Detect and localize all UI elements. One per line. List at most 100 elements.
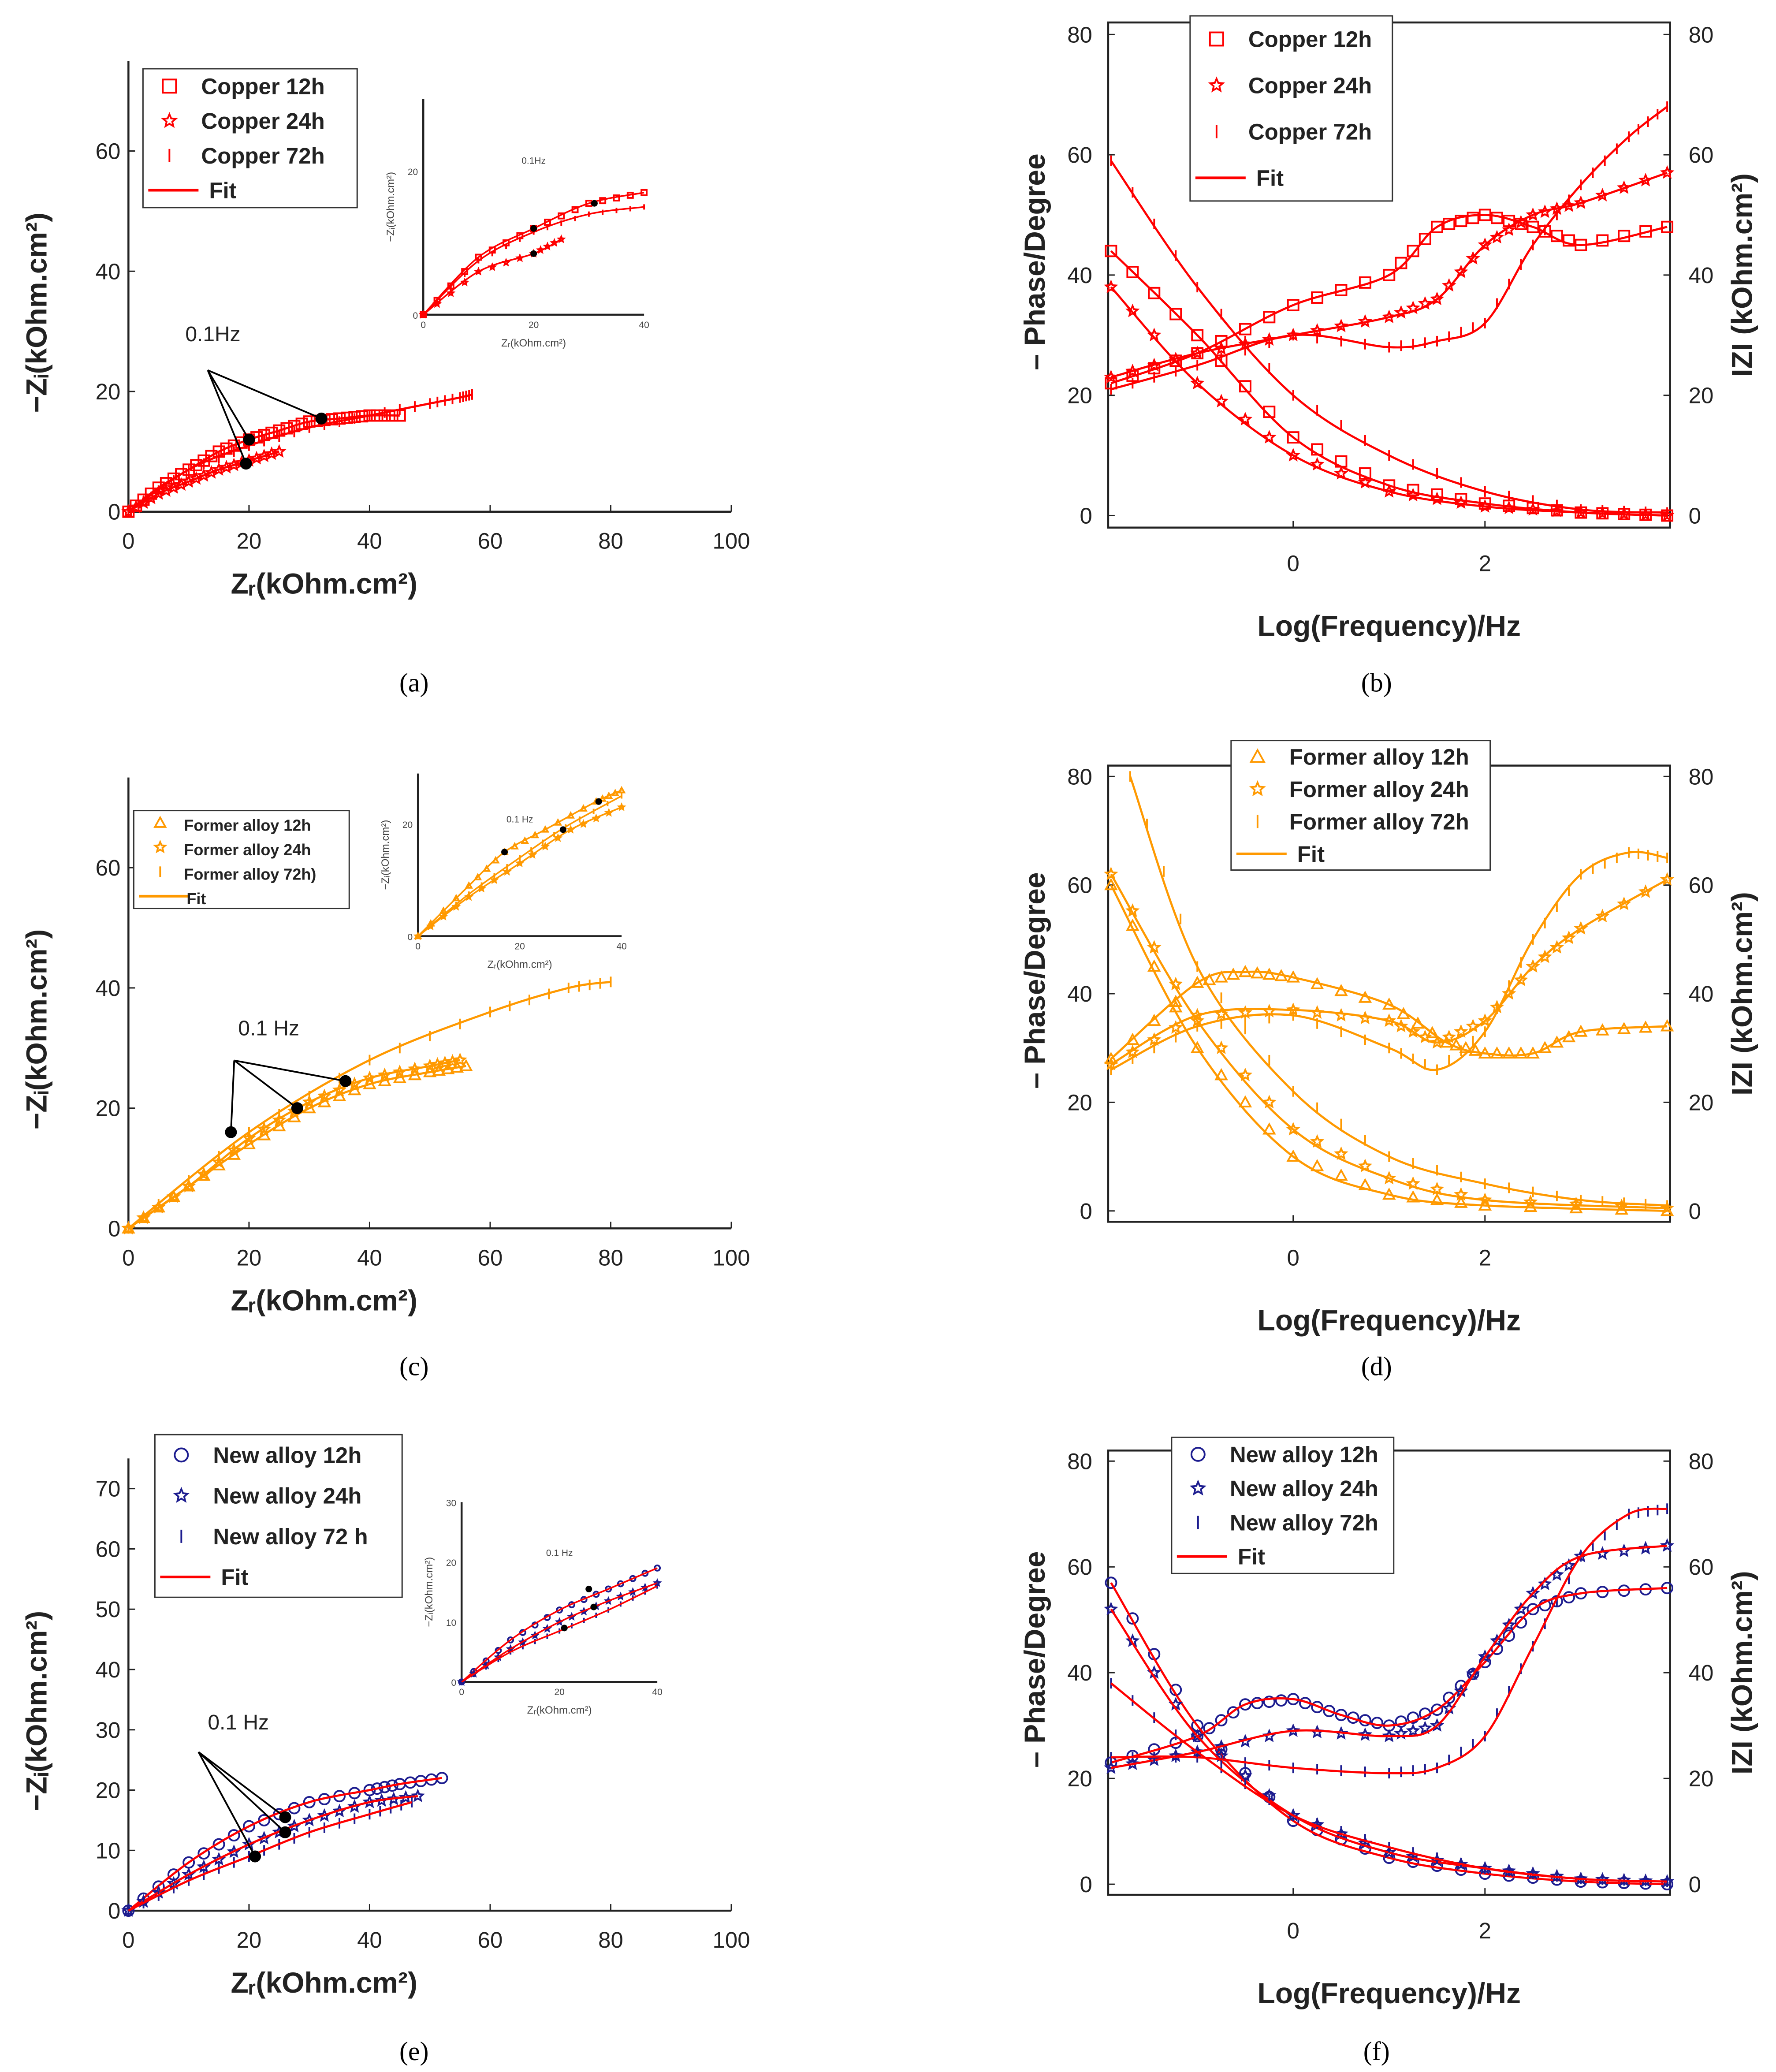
annotation-label: 0.1 Hz [208,1711,269,1734]
legend-box [1230,740,1491,871]
data-point [1441,1029,1456,1043]
series-copper-12h [1105,209,1674,522]
inset-frequency-marker [561,1625,568,1632]
legend-item: Copper 24h [1208,73,1372,98]
y2-axis-label: IZI (kOhm.cm²) [1726,173,1758,377]
data-point [1501,500,1516,514]
y-tick-label: 40 [96,976,121,1001]
y2-tick-label: 20 [1689,1090,1714,1115]
legend-label: Fit [1297,842,1325,867]
series-former-alloy-24h [121,1052,467,1235]
legend-label: Former alloy 24h [184,841,311,859]
data-point [272,1112,287,1126]
circle-legend-icon [174,1447,189,1463]
legend: Copper 12h Copper 24h Copper 72h Fit [142,68,358,209]
frequency-marker-0-1hz [225,1126,237,1138]
data-point [1371,1717,1384,1729]
inset-data-point [507,1636,514,1643]
y-tick-label: 60 [96,139,121,164]
y2-tick-label: 80 [1689,764,1714,789]
x-tick-label: 100 [713,1927,750,1953]
data-point [332,1082,347,1096]
fit-line [1111,1507,1668,1774]
panel-c: 0 20 40 60 80 100 0 20 40 60 Zᵣ(kOhm.cm²) −Zᵢ(kOhm.… [20,773,750,1316]
data-point [1430,1718,1445,1732]
square-legend-icon [1209,31,1224,47]
legend-item: Former alloy 12h [153,816,311,834]
y2-tick-label: 20 [1689,383,1714,408]
data-point [1239,380,1251,393]
y-tick-label: 80 [1067,22,1092,47]
fit-line [1110,970,1668,1060]
data-point [1595,1546,1610,1560]
y-tick-label: 20 [96,379,121,404]
annotation-arrow [197,1752,256,1857]
data-point [1147,1014,1161,1026]
data-point [1311,1701,1324,1714]
series-new-alloy-72-h [127,1796,413,1916]
data-point [1190,376,1205,390]
data-point [1459,1041,1473,1053]
triangle-legend-icon [1249,748,1266,763]
data-point [1514,1602,1528,1616]
data-point [1334,1146,1348,1160]
panel-caption: (a) [399,668,429,697]
data-point [1104,1602,1118,1616]
data-point [1126,1612,1139,1625]
data-point [1489,1633,1504,1647]
x-tick-label: 0 [1287,1918,1299,1943]
data-point [1227,1706,1240,1719]
fit-line [1110,1682,1668,1883]
annotation-arrow [198,1751,286,1818]
annotation-arrow [207,369,322,420]
data-point [1148,287,1161,299]
data-point [1105,245,1117,257]
x-tick-label: 20 [237,1245,262,1270]
y-tick-label: 80 [1067,764,1092,789]
inset-fit-line [461,1585,658,1683]
legend-label: Former alloy 12h [1289,744,1469,769]
x-axis-label: Zᵣ(kOhm.cm²) [231,567,417,600]
data-point [272,444,287,458]
data-point [1503,1629,1515,1642]
data-point [1226,967,1240,980]
panel-a: 0 20 40 60 80 100 0 20 40 60 Zᵣ(kOhm.cm²) −Zᵢ(kOhm.… [20,60,750,600]
data-point [1561,930,1576,944]
inset-data-point [556,1606,563,1614]
data-point [1358,1727,1373,1741]
legend-label: Fit [1256,165,1284,190]
data-point [1126,1032,1139,1045]
data-point [1514,1046,1528,1059]
fit-line [1110,160,1668,514]
data-point [1431,1703,1443,1716]
data-point [1190,1729,1205,1742]
fit-line [1110,106,1668,391]
inset-note: 0.1 Hz [546,1548,573,1558]
data-point [1468,1043,1482,1056]
x-tick-label: 0 [122,529,134,554]
panel-caption: (c) [399,1352,429,1381]
data-point [1660,872,1675,886]
legend: Former alloy 12h Former alloy 24h Former a… [1230,740,1491,871]
data-point [1515,1616,1527,1629]
legend-item: Copper 72h [168,143,325,168]
fit-line [127,1777,442,1912]
series-copper-72h [127,389,473,517]
data-point [1238,1095,1252,1107]
data-point [1430,1035,1445,1049]
legend-label: Copper 12h [1248,26,1372,52]
inset-data-point [556,234,566,243]
inset-x-tick-label: 0 [421,320,426,330]
y-tick-label: 20 [96,1778,121,1803]
legend: Copper 12h Copper 24h Copper 72h Fit [1189,15,1393,202]
data-point [1430,291,1445,306]
y-tick-label: 40 [1067,981,1092,1006]
legend-item: Copper 72h [1215,119,1372,144]
inset-x-tick-label: 20 [554,1687,564,1697]
data-point [1478,499,1493,513]
inset-y-tick-label: 0 [451,1678,457,1688]
inset-fit-line [422,206,644,316]
inset-frequency-marker [591,200,598,207]
